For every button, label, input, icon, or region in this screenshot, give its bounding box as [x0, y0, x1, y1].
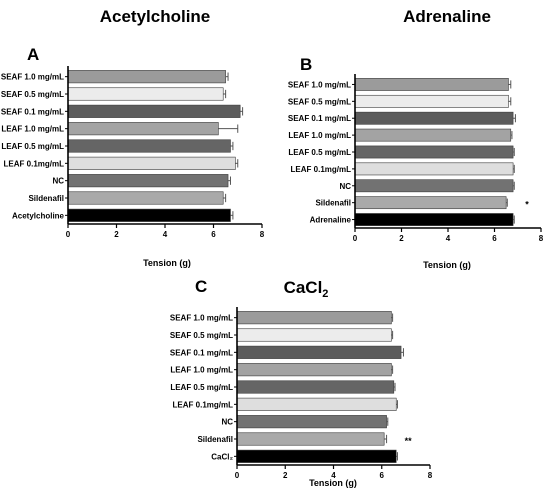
- x-tick-label: 8: [428, 471, 433, 480]
- bar: [354, 78, 509, 91]
- category-label: Sildenafil: [197, 435, 233, 444]
- bar: [67, 122, 219, 136]
- category-label: LEAF 0.1mg/mL: [173, 400, 234, 409]
- x-axis-label: Tension (g): [143, 258, 191, 268]
- x-axis-label: Tension (g): [423, 260, 471, 270]
- bar: [67, 174, 229, 188]
- bar: [236, 328, 392, 342]
- x-tick-label: 6: [380, 471, 385, 480]
- x-tick-label: 2: [114, 230, 119, 239]
- bar: [354, 145, 514, 159]
- bar: [67, 191, 224, 205]
- category-label: SEAF 0.5 mg/mL: [1, 90, 64, 99]
- bar: [67, 208, 231, 222]
- category-label: LEAF 0.5 mg/mL: [170, 383, 233, 392]
- x-tick-label: 8: [539, 234, 544, 243]
- bar: [354, 162, 514, 176]
- panel-letter: A: [27, 45, 39, 64]
- x-tick-label: 0: [66, 230, 71, 239]
- bar: [236, 345, 402, 359]
- category-label: SEAF 1.0 mg/mL: [288, 80, 351, 89]
- category-label: Sildenafil: [28, 194, 64, 203]
- category-label: LEAF 1.0 mg/mL: [170, 366, 233, 375]
- category-label: SEAF 0.1 mg/mL: [170, 348, 233, 357]
- category-label: SEAF 1.0 mg/mL: [170, 314, 233, 323]
- bar: [236, 415, 387, 429]
- category-label: LEAF 0.5 mg/mL: [288, 148, 351, 157]
- x-tick-label: 4: [331, 471, 336, 480]
- category-label: SEAF 1.0 mg/mL: [1, 73, 64, 82]
- category-label: SEAF 0.1 mg/mL: [1, 107, 64, 116]
- category-label: LEAF 1.0 mg/mL: [1, 125, 64, 134]
- category-label: Sildenafil: [315, 199, 351, 208]
- x-axis-label: Tension (g): [309, 478, 357, 488]
- category-label: LEAF 0.1mg/mL: [291, 165, 352, 174]
- category-label: LEAF 1.0 mg/mL: [288, 131, 351, 140]
- bar: [67, 70, 226, 84]
- category-label: LEAF 0.1mg/mL: [4, 159, 65, 168]
- x-tick-label: 4: [446, 234, 451, 243]
- bar: [354, 94, 509, 108]
- bar: [67, 104, 241, 118]
- category-label: SEAF 0.5 mg/mL: [170, 331, 233, 340]
- bar: [67, 156, 236, 170]
- category-label: SEAF 0.1 mg/mL: [288, 114, 351, 123]
- panel-c: CaCl2 C SEAF 1.0 mg/mL SEAF 0.5 mg/mL SEAF 0…: [170, 277, 433, 488]
- bar: [236, 363, 392, 377]
- bar: [67, 139, 231, 153]
- chart-title: CaCl2: [284, 278, 329, 300]
- x-tick-label: 6: [211, 230, 216, 239]
- chart-title: Acetylcholine: [100, 7, 211, 26]
- x-tick-label: 6: [492, 234, 497, 243]
- x-tick-label: 8: [260, 230, 265, 239]
- panel-a: Acetylcholine A SEAF 1.0 mg/mL SEAF 0.5 mg/…: [1, 7, 265, 268]
- x-tick-label: 2: [399, 234, 404, 243]
- panel-letter: B: [300, 55, 312, 74]
- x-tick-label: 0: [353, 234, 358, 243]
- bar: [67, 87, 224, 101]
- bar: [354, 128, 512, 142]
- bar: [236, 449, 397, 463]
- x-tick-label: 0: [235, 471, 240, 480]
- panel-letter: C: [195, 277, 207, 296]
- category-label: NC: [339, 182, 351, 191]
- chart-title: Adrenaline: [403, 7, 491, 26]
- bar: [354, 196, 507, 210]
- category-label: CaCl₂: [211, 452, 233, 461]
- category-label: NC: [52, 177, 64, 186]
- significance-marker: **: [405, 436, 413, 446]
- bar: [354, 213, 514, 226]
- bar: [236, 311, 392, 325]
- significance-marker: *: [525, 200, 529, 210]
- category-label: LEAF 0.5 mg/mL: [1, 142, 64, 151]
- category-label: Acetylcholine: [12, 211, 65, 220]
- x-tick-label: 4: [163, 230, 168, 239]
- panel-b: Adrenaline B SEAF 1.0 mg/mL SEAF 0.5 mg/mL S…: [288, 7, 544, 270]
- category-label: Adrenaline: [310, 216, 352, 225]
- bar: [354, 179, 514, 193]
- x-tick-label: 2: [283, 471, 288, 480]
- category-label: NC: [221, 418, 233, 427]
- category-label: SEAF 0.5 mg/mL: [288, 97, 351, 106]
- bar: [354, 111, 514, 125]
- bar: [236, 380, 395, 394]
- bar: [236, 397, 397, 411]
- bar: [236, 432, 385, 446]
